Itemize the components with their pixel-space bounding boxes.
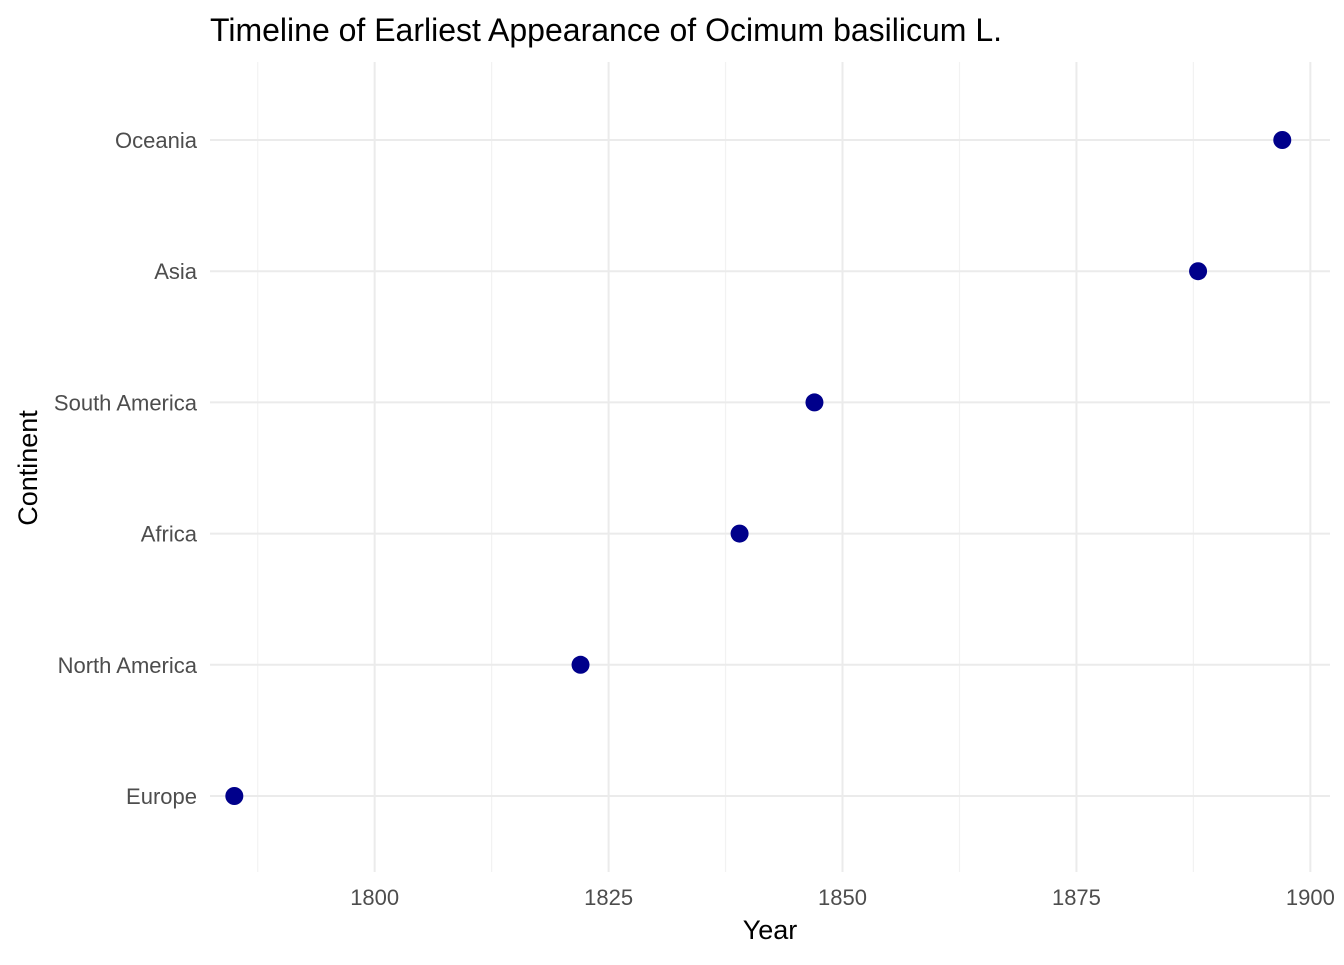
data-point	[1273, 131, 1292, 149]
chart-title: Timeline of Earliest Appearance of Ocimu…	[210, 12, 1002, 48]
y-tick-label: Africa	[141, 522, 198, 547]
points-layer	[225, 131, 1292, 805]
y-axis-title: Continent	[13, 410, 43, 526]
y-tick-labels: Europe North America Africa South America As…	[54, 128, 198, 809]
y-tick-label: South America	[54, 390, 198, 415]
data-point	[225, 787, 244, 805]
data-point	[1189, 262, 1208, 281]
x-tick-label: 1800	[350, 885, 399, 910]
x-tick-label: 1825	[584, 885, 633, 910]
x-tick-label: 1850	[818, 885, 867, 910]
y-tick-label: North America	[58, 653, 198, 678]
y-tick-label: Europe	[126, 784, 197, 809]
y-tick-label: Oceania	[115, 128, 198, 153]
data-point	[730, 524, 749, 543]
x-tick-labels: 1800 1825 1850 1875 1900	[350, 885, 1335, 910]
y-tick-label: Asia	[154, 259, 198, 284]
x-tick-label: 1875	[1052, 885, 1101, 910]
data-point	[805, 393, 824, 412]
data-point	[571, 655, 590, 674]
x-tick-label: 1900	[1286, 885, 1335, 910]
grid-layer	[210, 62, 1330, 872]
x-axis-title: Year	[743, 915, 798, 945]
